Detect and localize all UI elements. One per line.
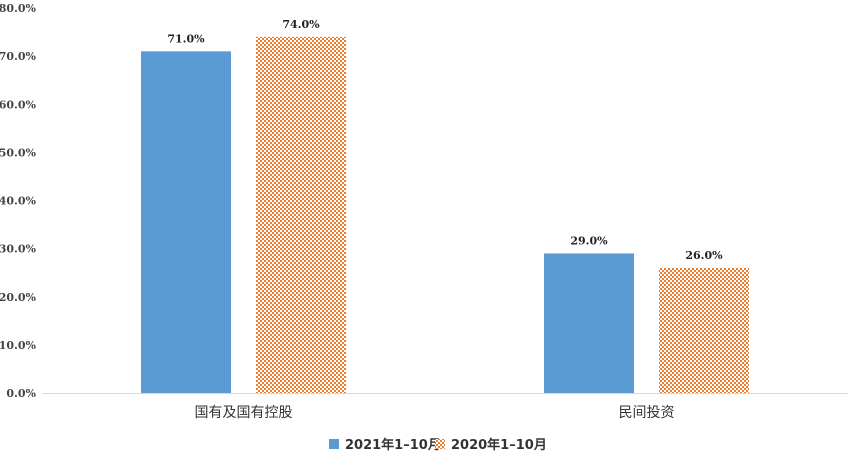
bar (659, 267, 749, 393)
y-tick-label: 40.0% (0, 195, 37, 208)
y-tick-label: 80.0% (0, 2, 37, 15)
x-axis: 国有及国有控股 民间投资 (42, 393, 848, 421)
data-label: 71.0% (167, 32, 205, 45)
bar (544, 253, 634, 393)
data-label: 29.0% (570, 234, 608, 247)
data-labels: 71.0% 74.0% 29.0% 26.0% (167, 18, 723, 262)
y-tick-label: 50.0% (0, 146, 37, 159)
y-tick-label: 70.0% (0, 50, 37, 63)
y-tick-label: 30.0% (0, 243, 37, 256)
y-tick-label: 0.0% (6, 387, 36, 400)
legend-label: 2021年1–10月 (345, 437, 441, 453)
data-label: 74.0% (282, 18, 320, 31)
y-axis: 0.0% 10.0% 20.0% 30.0% 40.0% 50.0% 60.0% 70.0% 8… (0, 2, 37, 400)
legend-swatch (329, 439, 339, 449)
legend-swatch (435, 439, 445, 449)
y-tick-label: 10.0% (0, 339, 37, 352)
category-label: 民间投资 (619, 405, 675, 421)
data-label: 26.0% (685, 249, 723, 262)
bars (141, 36, 749, 393)
y-tick-label: 20.0% (0, 291, 37, 304)
bar (256, 36, 346, 393)
bar (141, 51, 231, 393)
y-tick-label: 60.0% (0, 98, 37, 111)
legend: 2021年1–10月 2020年1–10月 (329, 437, 547, 453)
legend-label: 2020年1–10月 (451, 437, 547, 453)
category-label: 国有及国有控股 (195, 405, 293, 421)
